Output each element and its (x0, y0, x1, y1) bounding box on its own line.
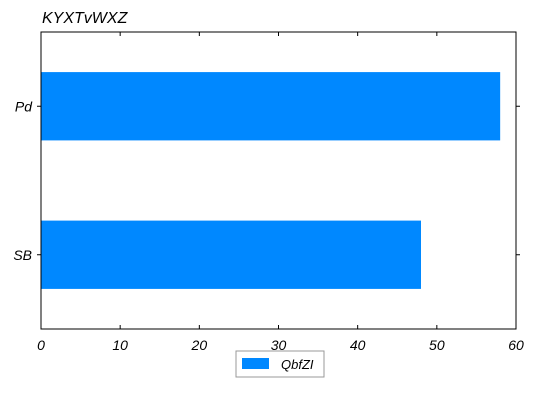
x-axis: 0 10 20 30 40 50 60 (37, 32, 524, 353)
y-axis: Pd SB (13, 98, 520, 263)
x-tick-label: 30 (271, 337, 287, 353)
legend-label-qbfzi: QbfZI (281, 357, 314, 372)
legend-swatch-qbfzi (242, 358, 269, 369)
chart-title: KYXTvWXZ (42, 10, 129, 27)
legend: QbfZI (235, 350, 325, 378)
x-tick-label: 50 (429, 337, 445, 353)
bar-sb (41, 220, 421, 289)
y-tick-label-pd: Pd (15, 98, 33, 114)
x-tick-label: 60 (508, 337, 524, 353)
x-tick-label: 0 (37, 337, 45, 353)
x-tick-label: 40 (350, 337, 366, 353)
bars-group (41, 72, 501, 289)
x-tick-label: 10 (112, 337, 128, 353)
y-tick-label-sb: SB (13, 247, 32, 263)
x-tick-label: 20 (191, 337, 208, 353)
bar-pd (41, 72, 501, 141)
